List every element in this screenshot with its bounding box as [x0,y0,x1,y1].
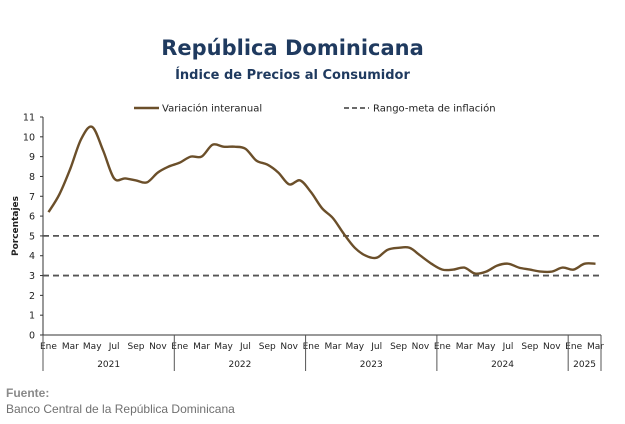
x-tick-label: Ene [303,342,320,352]
y-tick-label: 11 [23,113,35,124]
x-tick-label: Nov [149,342,167,352]
x-tick-label: Mar [456,342,473,352]
x-tick-label: May [214,342,233,352]
x-tick-label: Nov [412,342,430,352]
legend-label-variacion: Variación interanual [162,103,262,115]
y-tick-label: 10 [23,132,35,143]
y-tick-label: 0 [29,331,35,342]
y-axis-title: Porcentajes [11,196,21,256]
y-tick-label: 7 [29,192,35,203]
year-label: 2021 [97,360,120,370]
x-tick-label: Mar [62,342,79,352]
y-tick-label: 6 [29,212,35,223]
year-label: 2024 [491,360,514,370]
y-tick-label: 3 [29,271,35,282]
chart-title: República Dominicana [161,36,424,60]
x-tick-label: Sep [128,342,145,352]
series-line-variacion-interanual [47,125,596,275]
x-tick-label: Jul [502,342,514,352]
x-tick-label: Jul [239,342,251,352]
year-label: 2022 [228,360,251,370]
y-tick-label: 4 [29,251,35,262]
y-tick-label: 1 [29,311,35,322]
year-label: 2023 [360,360,383,370]
y-tick-label: 2 [29,291,35,302]
x-tick-label: Mar [193,342,210,352]
legend-label-rango: Rango-meta de inflación [373,103,496,115]
x-tick-label: Jul [370,342,382,352]
x-tick-label: Sep [521,342,538,352]
y-tick-label: 5 [29,231,35,242]
year-label: 2025 [573,360,596,370]
source-label: Fuente: [6,386,50,400]
x-tick-label: May [477,342,496,352]
x-tick-label: Ene [40,342,57,352]
x-tick-label: May [83,342,102,352]
x-tick-label: Mar [587,342,604,352]
source-text: Banco Central de la República Dominicana [6,402,235,416]
x-tick-label: Sep [259,342,276,352]
x-tick-label: Sep [390,342,407,352]
x-tick-label: Ene [171,342,188,352]
x-tick-label: Jul [108,342,120,352]
x-tick-label: Ene [565,342,582,352]
x-tick-label: Ene [434,342,451,352]
x-tick-label: May [346,342,365,352]
x-tick-label: Mar [324,342,341,352]
x-tick-label: Nov [280,342,298,352]
chart-subtitle: Índice de Precios al Consumidor [175,68,410,83]
x-tick-label: Nov [543,342,561,352]
y-tick-label: 9 [29,152,35,163]
y-tick-label: 8 [29,172,35,183]
